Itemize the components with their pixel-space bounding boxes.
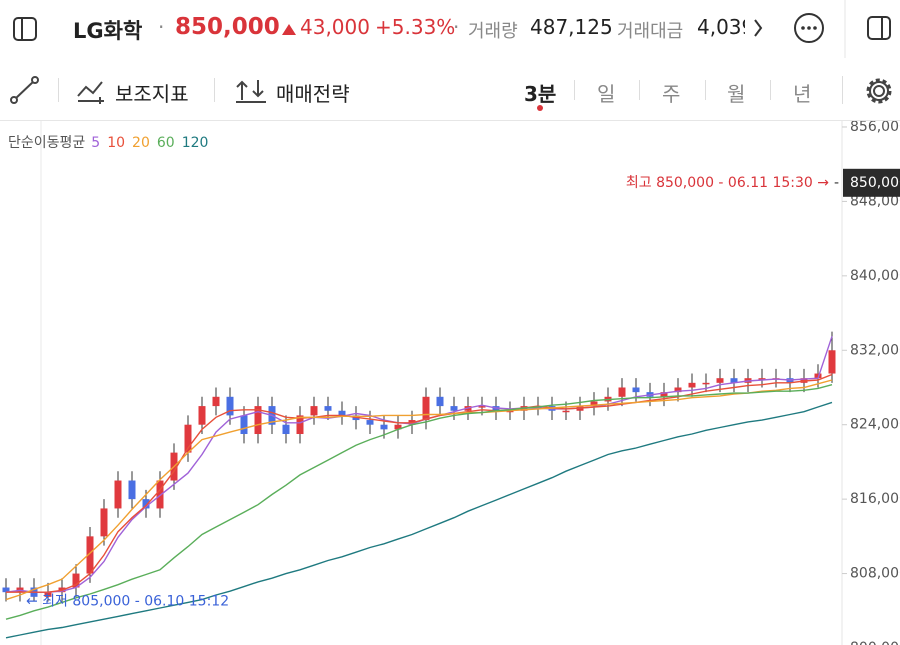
- toolbar: 보조지표 매매전략 3분 일 주 월 년: [0, 58, 900, 121]
- amount: 4,039: [697, 15, 745, 39]
- change: 43,000: [300, 15, 370, 39]
- candle-body: [380, 424, 388, 430]
- last-price-dash: -: [834, 175, 839, 191]
- candle-body: [310, 406, 318, 416]
- high-annotation: 최고 850,000 - 06.11 15:30 →: [626, 175, 829, 191]
- moving-average: [5, 336, 833, 593]
- candle-body: [478, 406, 486, 408]
- candle-body: [702, 382, 710, 385]
- volume: 487,125: [530, 15, 613, 39]
- low-annotation: ← 최저 805,000 - 06.10 15:12: [26, 593, 229, 609]
- legend-title: 단순이동평균: [8, 135, 85, 151]
- candle-body: [814, 373, 822, 379]
- y-tick-label: 800,000: [850, 640, 900, 645]
- candle-body: [198, 406, 206, 425]
- candle-body: [436, 396, 444, 407]
- legend-entry: 5: [91, 135, 100, 151]
- candle-body: [44, 592, 52, 597]
- interval[interactable]: 일: [597, 82, 616, 106]
- draw-tool[interactable]: [10, 76, 40, 106]
- candle-body: [450, 406, 458, 411]
- candle-body: [366, 420, 374, 425]
- candle-body: [212, 396, 220, 407]
- candle-body: [716, 378, 724, 383]
- stock-name: LG화학: [73, 19, 143, 43]
- volume-label: 거래량: [468, 21, 518, 42]
- separator: ·: [158, 15, 165, 39]
- candle-body: [86, 536, 94, 574]
- interval[interactable]: 월: [727, 82, 746, 106]
- sidebar-icon[interactable]: [12, 16, 38, 42]
- interval-selected[interactable]: 3분: [524, 82, 557, 106]
- last-price-box: [843, 168, 900, 197]
- settings-button[interactable]: [864, 76, 894, 106]
- candle-body: [422, 396, 430, 421]
- indicator-icon: [77, 81, 104, 104]
- selected-dot: [537, 105, 543, 111]
- change-pct: +5.33%: [375, 15, 456, 39]
- moving-average: [5, 401, 833, 639]
- candle-body: [688, 382, 696, 388]
- candle-body: [226, 396, 234, 416]
- candle-body: [184, 424, 192, 453]
- y-tick-label: 824,000: [850, 417, 900, 433]
- scroll-right[interactable]: [754, 19, 763, 37]
- candle-body: [114, 480, 122, 509]
- candle-body: [72, 573, 80, 588]
- legend-entry: 10: [107, 135, 125, 151]
- y-tick-label: 840,000: [850, 268, 900, 284]
- candle-body: [254, 406, 262, 435]
- candle-body: [828, 350, 836, 374]
- candle-body: [632, 387, 640, 393]
- candle-body: [394, 424, 402, 430]
- candle-body: [282, 424, 290, 435]
- separator: ·: [453, 15, 460, 39]
- interval[interactable]: 년: [793, 82, 812, 106]
- candle-body: [758, 378, 766, 380]
- interval[interactable]: 주: [662, 82, 681, 106]
- candle-body: [506, 410, 514, 413]
- strategy-button[interactable]: 매매전략: [276, 82, 350, 106]
- y-tick-label: 848,000: [850, 193, 900, 209]
- candle-body: [660, 392, 668, 397]
- amount-label: 거래대금: [617, 21, 684, 42]
- candle-body: [338, 410, 346, 416]
- chart: 800,000 808,000 816,000 824,000 832,000 840,0…: [2, 121, 900, 645]
- candle-body: [618, 387, 626, 397]
- candle-body: [674, 387, 682, 393]
- indicator-button[interactable]: 보조지표: [115, 82, 189, 106]
- candle-body: [324, 406, 332, 411]
- header-actions: [745, 0, 891, 58]
- candle-body: [142, 499, 150, 509]
- strategy-icon: [236, 80, 266, 103]
- y-tick-label: 856,000: [850, 121, 900, 135]
- candle-body: [730, 378, 738, 383]
- legend-entry: 60: [157, 135, 175, 151]
- header: LG화학 · 850,000 43,000 +5.33% · 거래량 487,1…: [0, 0, 900, 58]
- candle-body: [590, 401, 598, 407]
- moving-average: [6, 373, 833, 593]
- legend-entry: 120: [182, 135, 209, 151]
- candle-body: [156, 480, 164, 509]
- candle-body: [128, 480, 136, 500]
- y-tick-label: 808,000: [850, 566, 900, 582]
- more-button[interactable]: [794, 13, 824, 43]
- up-arrow: [282, 24, 296, 35]
- price: 850,000: [175, 14, 280, 40]
- candle-body: [562, 410, 570, 413]
- candle-body: [100, 508, 108, 537]
- candle-body: [240, 415, 248, 435]
- candle-body: [296, 415, 304, 435]
- panel-button[interactable]: [867, 16, 891, 40]
- moving-average: [5, 384, 833, 620]
- last-price-label: 850,000: [850, 175, 900, 191]
- moving-average: [5, 379, 833, 601]
- candle-body: [2, 587, 10, 593]
- y-tick-label: 832,000: [850, 342, 900, 358]
- y-tick-label: 816,000: [850, 491, 900, 507]
- legend-entry: 20: [132, 135, 150, 151]
- amount-clip: 4,039: [697, 0, 745, 58]
